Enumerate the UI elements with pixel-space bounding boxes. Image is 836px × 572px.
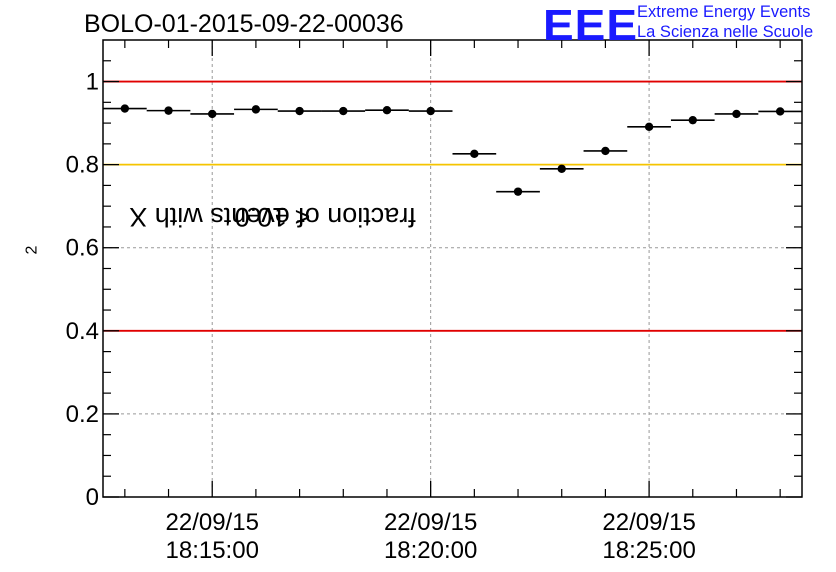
y-tick-label: 0.8 xyxy=(66,152,99,179)
data-point xyxy=(644,122,654,132)
x-tick-date: 22/09/15 xyxy=(166,509,259,536)
plot-frame xyxy=(102,39,803,498)
reference-lines xyxy=(103,80,802,332)
x-tick-date: 22/09/15 xyxy=(384,509,477,536)
data-point xyxy=(732,109,741,119)
x-tick-date: 22/09/15 xyxy=(602,509,695,536)
data-point xyxy=(426,106,435,116)
grid-lines xyxy=(103,40,802,497)
data-point xyxy=(557,164,566,173)
y-tick-label: 0.6 xyxy=(66,235,99,262)
data-point xyxy=(775,107,785,116)
data-point xyxy=(164,106,173,115)
x-tick-labels: 22/09/1518:15:0022/09/1518:20:0022/09/15… xyxy=(166,509,696,564)
y-axis-label-tail: < 10.0 xyxy=(234,201,311,232)
data-point xyxy=(208,109,217,119)
axis-ticks xyxy=(103,40,802,498)
x-tick-time: 18:15:00 xyxy=(166,537,259,564)
chart-title: BOLO-01-2015-09-22-00036 xyxy=(84,10,404,38)
logo-line-2: La Scienza nelle Scuole xyxy=(637,23,814,41)
data-point xyxy=(339,106,348,116)
data-point xyxy=(470,149,479,159)
data-points xyxy=(103,104,802,196)
logo-caption: Extreme Energy Events La Scienza nelle S… xyxy=(637,2,813,42)
data-point xyxy=(688,115,697,125)
x-tick-time: 18:25:00 xyxy=(602,537,695,564)
y-tick-label: 1 xyxy=(86,69,99,96)
logo-line-1: Extreme Energy Events xyxy=(637,3,811,21)
y-tick-label: 0.2 xyxy=(66,401,99,428)
data-point xyxy=(120,104,130,113)
data-point xyxy=(295,106,304,116)
data-point xyxy=(601,146,610,156)
eee-logo: EEE xyxy=(543,0,639,50)
y-tick-label: 0.4 xyxy=(66,318,99,345)
data-point xyxy=(382,106,392,115)
y-tick-label: 0 xyxy=(86,484,99,511)
y-axis-label-sup: 2 xyxy=(23,245,41,255)
y-tick-labels: 0 0.2 0.4 0.6 0.8 1 xyxy=(66,69,99,511)
x-tick-time: 18:20:00 xyxy=(384,537,477,564)
data-point xyxy=(251,105,261,114)
data-point xyxy=(513,187,523,196)
